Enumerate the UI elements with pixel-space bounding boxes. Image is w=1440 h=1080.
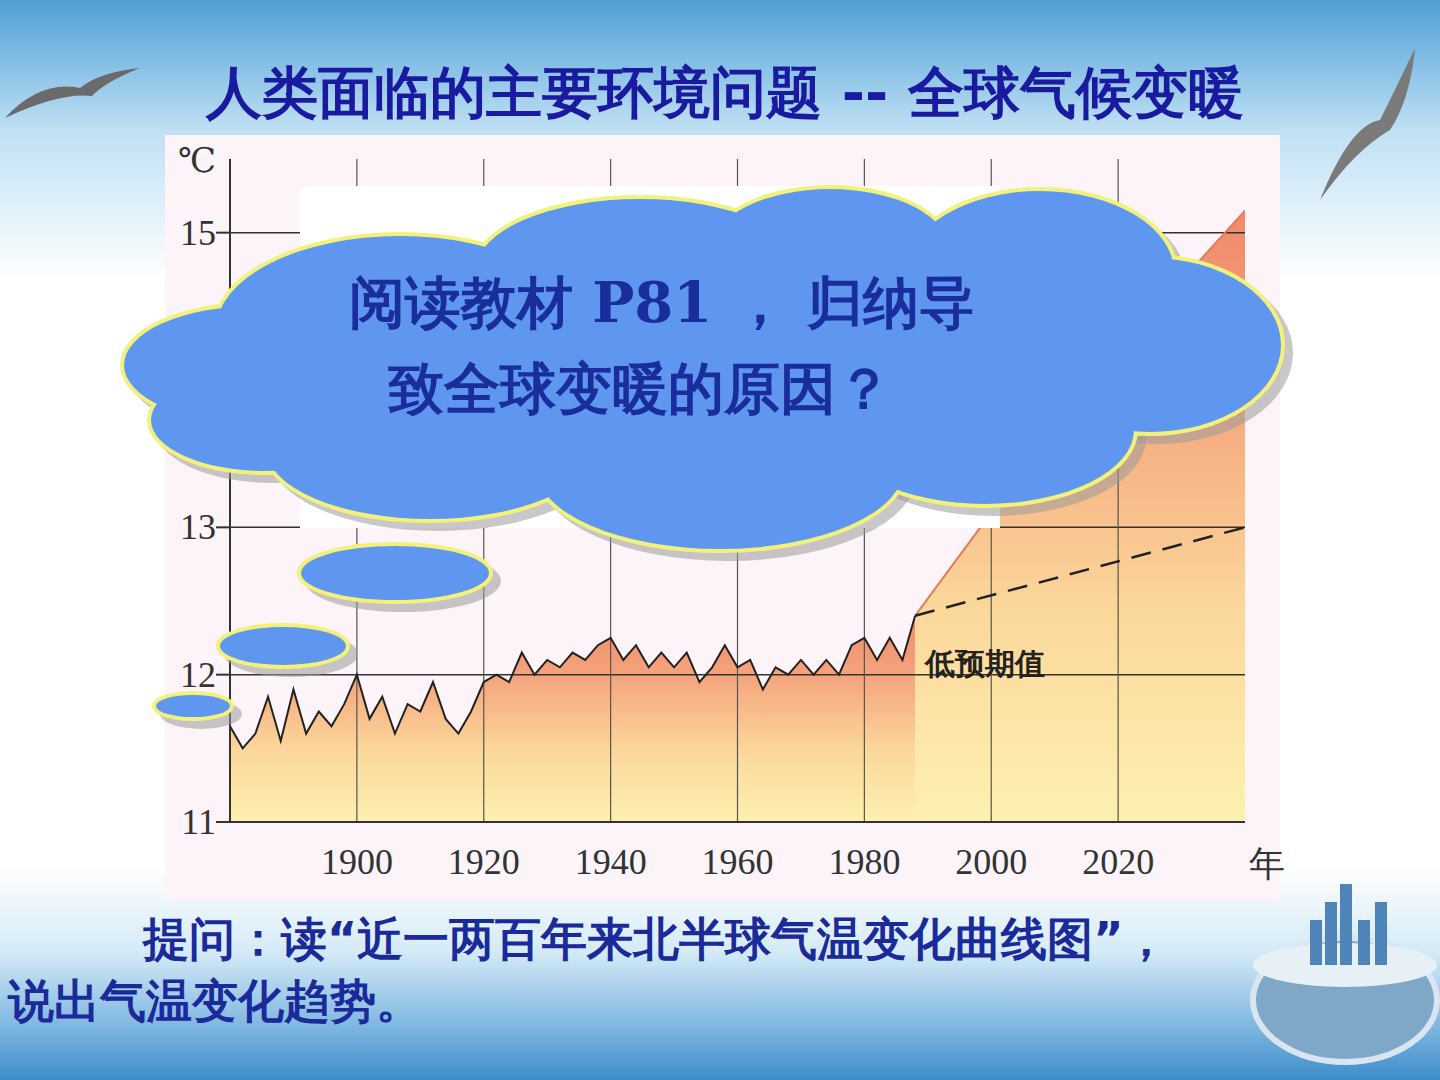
- title: 人类面临的主要环境问题 -- 全球气候变暖: [205, 60, 1243, 125]
- cloud-outline: [155, 694, 231, 718]
- tick-label-x: 1980: [828, 842, 900, 882]
- callout-text: 致全球变暖的原因？: [388, 355, 892, 421]
- tick-label-x: 1960: [702, 842, 774, 882]
- building: [1375, 902, 1387, 965]
- tick-label-x: 1940: [575, 842, 647, 882]
- tick-y: [216, 232, 230, 234]
- cloud-bubble: [156, 695, 230, 717]
- seagull: [5, 68, 140, 118]
- x-axis: [230, 821, 1245, 823]
- y-axis-label: ℃: [178, 142, 216, 179]
- tick-label-y: 12: [180, 655, 216, 695]
- tick-y: [216, 674, 230, 676]
- building: [1325, 902, 1337, 965]
- series-label: 低预期值: [924, 646, 1045, 681]
- tick-y: [216, 821, 230, 823]
- tick-label-y: 15: [180, 213, 216, 253]
- tick-label-x: 1920: [448, 842, 520, 882]
- building: [1340, 884, 1352, 965]
- seagull: [1320, 48, 1415, 200]
- building: [1358, 920, 1370, 965]
- cloud-bubble: [220, 627, 346, 665]
- tick-label-x: 2020: [1082, 842, 1154, 882]
- building: [1310, 920, 1322, 965]
- grid-line-y: [230, 821, 1245, 822]
- dashed-line: [915, 527, 1245, 615]
- x-axis-label: 年: [1249, 843, 1285, 884]
- tick-label-y: 13: [180, 507, 216, 547]
- tick-label-y: 11: [181, 802, 216, 842]
- cloud-bubble: [301, 546, 489, 600]
- tick-label-x: 1900: [321, 842, 393, 882]
- chart-panel: [165, 135, 1280, 900]
- tick-label-x: 2000: [955, 842, 1027, 882]
- question: 提问：读“近一两百年来北半球气温变化曲线图”，说出气温变化趋势。: [8, 908, 1178, 1032]
- cloud-outline: [219, 626, 347, 666]
- cloud-outline: [300, 545, 490, 601]
- callout-text: 阅读教材 P81 ， 归纳导: [349, 269, 976, 335]
- callout-cloud: [123, 188, 1293, 729]
- tick-y: [216, 526, 230, 528]
